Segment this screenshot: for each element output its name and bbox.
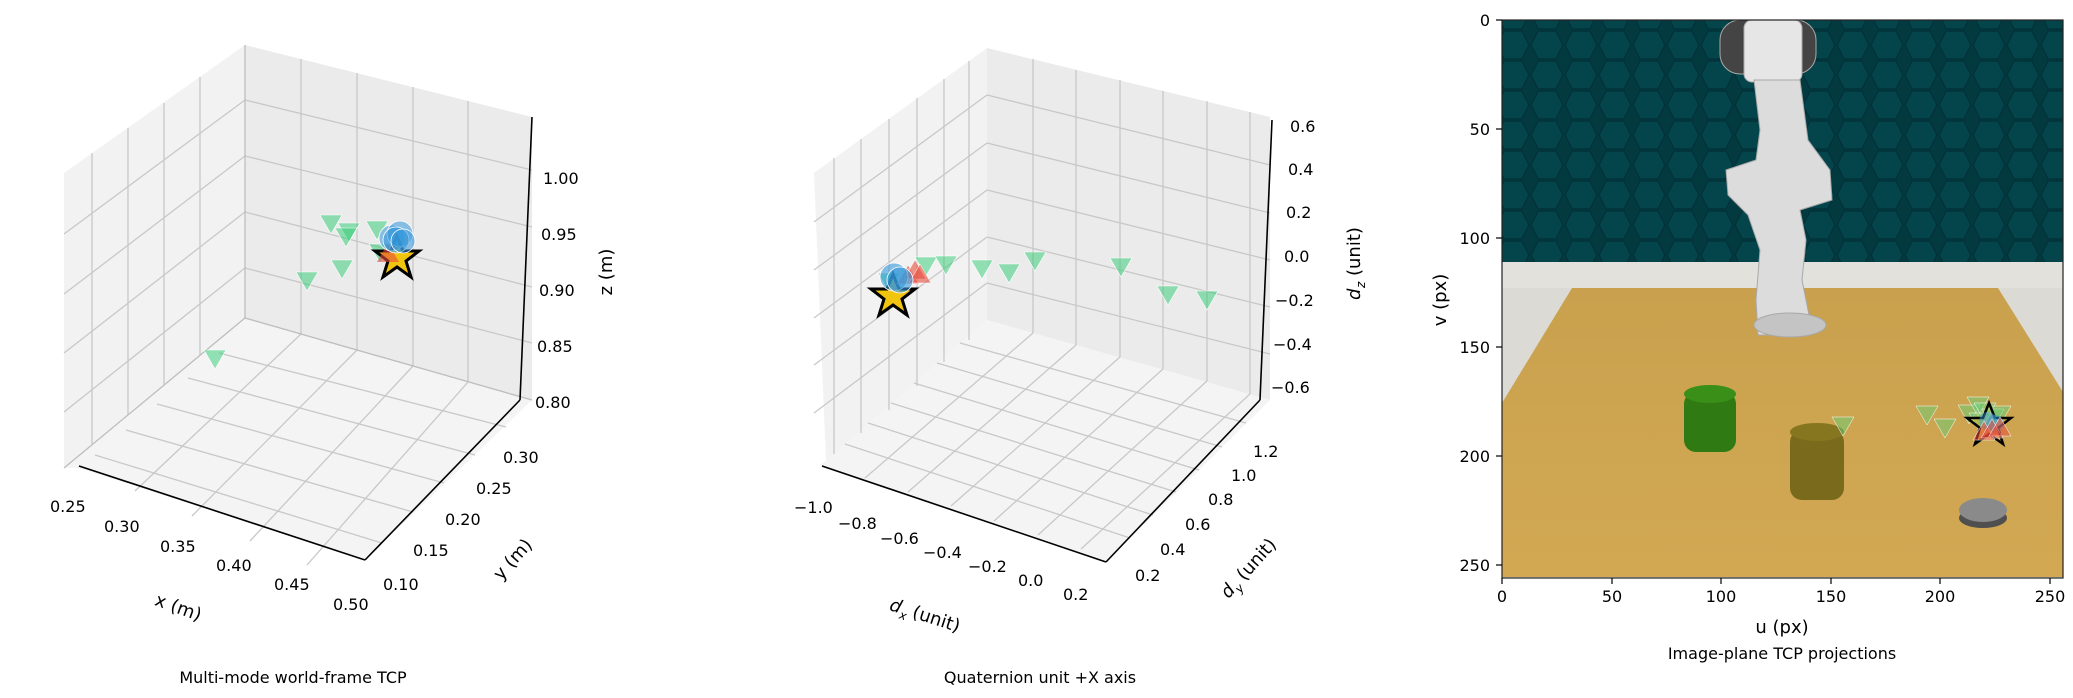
svg-text:0.6: 0.6 [1185, 515, 1210, 534]
svg-text:−0.4: −0.4 [923, 543, 962, 562]
svg-text:0.6: 0.6 [1290, 117, 1315, 136]
svg-text:0.2: 0.2 [1286, 203, 1311, 222]
svg-text:d: d [1344, 288, 1365, 300]
green-cylinder [1684, 385, 1736, 452]
svg-text:0.95: 0.95 [541, 225, 577, 244]
svg-text:0.2: 0.2 [1135, 566, 1160, 585]
axis-lines [78, 116, 533, 561]
grid-lines [63, 59, 533, 566]
svg-text:0.0: 0.0 [1284, 247, 1309, 266]
svg-text:250: 250 [1459, 556, 1490, 575]
svg-text:0.0: 0.0 [1018, 571, 1043, 590]
y-tick-labels: 0.10 0.15 0.20 0.25 0.30 [383, 448, 539, 594]
svg-text:0.4: 0.4 [1160, 540, 1185, 559]
svg-text:100: 100 [1459, 229, 1490, 248]
svg-text:0.30: 0.30 [104, 517, 140, 536]
svg-text:(unit): (unit) [910, 602, 963, 637]
v-tick-labels: 0 50 100 150 200 250 [1459, 11, 1490, 575]
panel-image-plane: 0 50 100 150 200 250 0 50 100 150 200 25… [1430, 11, 2065, 663]
z-axis-label: z (m) [596, 249, 617, 296]
svg-text:1.0: 1.0 [1231, 466, 1256, 485]
dx-axis-label: d x (unit) [887, 595, 963, 638]
panel3-caption: Image-plane TCP projections [1668, 644, 1896, 663]
svg-text:1.00: 1.00 [543, 169, 579, 188]
y-axis-label: y (m) [489, 535, 537, 585]
panel1-caption: Multi-mode world-frame TCP [179, 668, 407, 687]
svg-text:0.80: 0.80 [535, 393, 571, 412]
svg-text:1.2: 1.2 [1253, 442, 1278, 461]
z-tick-labels: 0.80 0.85 0.90 0.95 1.00 [535, 169, 579, 412]
svg-text:250: 250 [2035, 587, 2066, 606]
panel2-caption: Quaternion unit +X axis [944, 668, 1136, 687]
svg-text:0: 0 [1497, 587, 1507, 606]
svg-text:0.45: 0.45 [274, 575, 310, 594]
svg-text:50: 50 [1470, 120, 1490, 139]
svg-text:−0.6: −0.6 [880, 529, 919, 548]
svg-text:100: 100 [1706, 587, 1737, 606]
dx-tick-labels: −1.0 −0.8 −0.6 −0.4 −0.2 0.0 0.2 [794, 498, 1088, 604]
v-axis-label: v (px) [1430, 274, 1451, 327]
markers-blue [378, 220, 416, 254]
olive-cylinder [1790, 423, 1844, 500]
u-tick-labels: 0 50 100 150 200 250 [1497, 587, 2065, 606]
image-axes-frame [1501, 19, 2064, 579]
camera-image [1502, 19, 2063, 578]
svg-text:−1.0: −1.0 [794, 498, 833, 517]
svg-text:0.8: 0.8 [1208, 490, 1233, 509]
svg-text:0.25: 0.25 [50, 497, 86, 516]
dy-axis-label: d y (unit) [1216, 534, 1281, 602]
svg-text:−0.2: −0.2 [1275, 291, 1314, 310]
svg-text:0.50: 0.50 [333, 595, 369, 614]
svg-text:−0.8: −0.8 [838, 514, 877, 533]
svg-text:200: 200 [1459, 447, 1490, 466]
gray-disc [1959, 498, 2007, 528]
svg-text:0.25: 0.25 [476, 479, 512, 498]
x-tick-labels: 0.25 0.30 0.35 0.40 0.45 0.50 [50, 497, 369, 614]
u-axis-label: u (px) [1755, 617, 1808, 638]
svg-text:0.30: 0.30 [503, 448, 539, 467]
svg-text:(unit): (unit) [1344, 227, 1365, 276]
svg-text:0.90: 0.90 [539, 281, 575, 300]
svg-text:−0.2: −0.2 [968, 557, 1007, 576]
svg-text:50: 50 [1602, 587, 1622, 606]
pane-back [245, 45, 532, 400]
svg-text:150: 150 [1459, 338, 1490, 357]
svg-text:0.2: 0.2 [1063, 585, 1088, 604]
svg-text:0.15: 0.15 [413, 541, 449, 560]
svg-text:0: 0 [1480, 11, 1490, 30]
svg-text:150: 150 [1816, 587, 1847, 606]
svg-text:0.85: 0.85 [537, 337, 573, 356]
svg-text:−0.6: −0.6 [1271, 378, 1310, 397]
dy-tick-labels: 0.2 0.4 0.6 0.8 1.0 1.2 [1135, 442, 1278, 585]
dz-axis-label: d z (unit) [1344, 227, 1368, 300]
svg-text:0.40: 0.40 [216, 556, 252, 575]
markers-blue-2 [879, 262, 914, 294]
svg-text:200: 200 [1925, 587, 1956, 606]
grid-lines-2 [813, 59, 1271, 550]
svg-text:(unit): (unit) [1233, 534, 1281, 584]
panel-quaternion-axis: −1.0 −0.8 −0.6 −0.4 −0.2 0.0 0.2 d x (un… [794, 48, 1368, 687]
svg-text:0.4: 0.4 [1288, 160, 1313, 179]
robot-arm [1719, 19, 1833, 338]
svg-text:0.35: 0.35 [160, 537, 196, 556]
svg-text:0.20: 0.20 [445, 510, 481, 529]
svg-text:0.10: 0.10 [383, 575, 419, 594]
x-axis-label: x (m) [152, 590, 204, 626]
panel-world-frame-tcp: 0.25 0.30 0.35 0.40 0.45 0.50 x (m) 0.10… [50, 45, 617, 687]
dz-tick-labels: 0.6 0.4 0.2 0.0 −0.2 −0.4 −0.6 [1271, 117, 1315, 397]
svg-text:−0.4: −0.4 [1273, 335, 1312, 354]
svg-text:z: z [1354, 281, 1368, 289]
